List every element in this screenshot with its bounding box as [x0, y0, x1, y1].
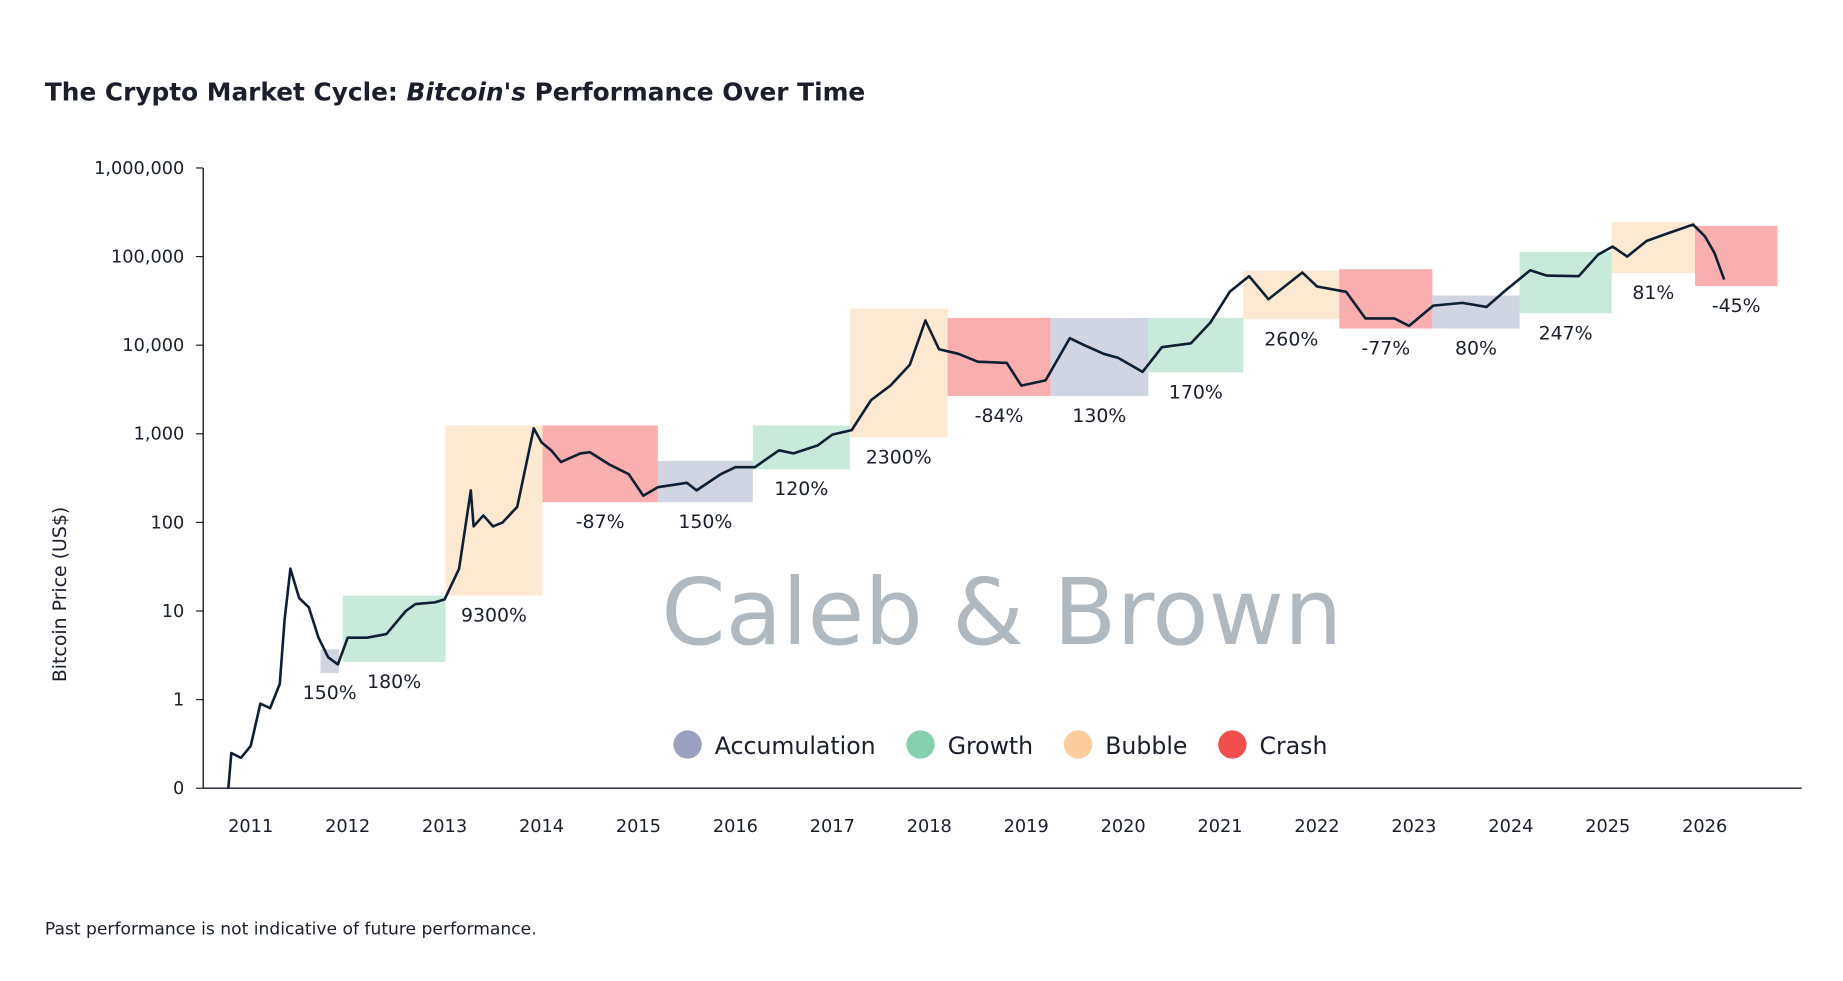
- y-tick-label: 1,000: [134, 425, 185, 445]
- phase-box: [1243, 270, 1340, 320]
- change-label: -77%: [1361, 338, 1410, 360]
- change-label: 81%: [1632, 282, 1674, 304]
- phase-box: [342, 595, 446, 662]
- phase-box: [752, 425, 850, 470]
- y-axis-label: Bitcoin Price (US$): [49, 507, 71, 682]
- x-tick-label: 2012: [325, 817, 370, 837]
- x-tick-label: 2021: [1197, 817, 1242, 837]
- change-label: -87%: [576, 511, 625, 533]
- axes: 0 1 10 100 1,000 10,000 100,000 1,000,000 2011 20…: [94, 159, 1802, 837]
- phase-box: [1519, 251, 1612, 314]
- y-tick-label: 1: [173, 691, 184, 711]
- line-layer: [227, 223, 1726, 789]
- title-part: Performance Over Time: [526, 78, 865, 107]
- legend-swatch: [673, 730, 702, 759]
- y-tick-label: 1,000,000: [94, 159, 184, 179]
- y-tick-label: 100,000: [111, 247, 184, 267]
- change-label: 150%: [678, 511, 732, 533]
- y-tick-label: 10,000: [122, 336, 184, 356]
- legend-swatch: [1063, 730, 1093, 759]
- x-tick-label: 2019: [1004, 817, 1049, 837]
- x-tick-label: 2018: [907, 817, 952, 837]
- y-tick-label: 10: [162, 602, 185, 622]
- title-part: Bitcoin's: [406, 78, 525, 107]
- x-tick-label: 2024: [1488, 817, 1533, 837]
- legend-label: Bubble: [1105, 732, 1187, 760]
- change-label: 2300%: [866, 446, 932, 468]
- change-label: -84%: [975, 405, 1024, 427]
- change-label: 120%: [774, 478, 828, 500]
- phase-box: [1611, 222, 1696, 274]
- x-tick-label: 2014: [519, 817, 564, 837]
- change-label: 170%: [1169, 381, 1223, 403]
- title-part: The Crypto Market Cycle:: [45, 78, 407, 107]
- legend-label: Growth: [948, 732, 1033, 760]
- change-label: 80%: [1455, 338, 1497, 360]
- phase-box: [1148, 317, 1244, 373]
- change-label: 150%: [303, 682, 357, 704]
- watermark: Caleb & Brown: [661, 558, 1342, 666]
- phase-box: [320, 649, 339, 673]
- change-label: -45%: [1712, 295, 1761, 317]
- change-label: 180%: [367, 671, 421, 693]
- phase-box: [445, 425, 543, 596]
- change-label: 130%: [1072, 405, 1126, 427]
- phase-box: [849, 308, 948, 438]
- x-tick-label: 2015: [616, 817, 661, 837]
- change-label: 247%: [1539, 322, 1593, 344]
- x-tick-label: 2011: [228, 817, 273, 837]
- y-tick-label: 100: [150, 513, 184, 533]
- footnote: Past performance is not indicative of fu…: [45, 920, 537, 940]
- x-tick-label: 2016: [713, 817, 758, 837]
- price-line: [227, 223, 1726, 789]
- phase-box: [1050, 317, 1149, 397]
- phase-box: [1432, 295, 1520, 329]
- x-tick-label: 2023: [1391, 817, 1436, 837]
- x-tick-label: 2020: [1101, 817, 1146, 837]
- x-tick-label: 2013: [422, 817, 467, 837]
- x-tick-label: 2026: [1682, 817, 1727, 837]
- change-label: 9300%: [461, 605, 527, 627]
- y-tick-label: 0: [173, 779, 184, 799]
- x-tick-label: 2022: [1294, 817, 1339, 837]
- legend-swatch: [906, 730, 935, 759]
- change-label: 260%: [1264, 328, 1318, 350]
- chart-title: The Crypto Market Cycle: Bitcoin's Perfo…: [45, 78, 865, 107]
- legend-label: Accumulation: [715, 732, 876, 760]
- phase-box: [1695, 225, 1778, 287]
- legend-swatch: [1218, 730, 1247, 759]
- legend-label: Crash: [1260, 732, 1328, 760]
- x-tick-label: 2025: [1585, 817, 1630, 837]
- x-tick-label: 2017: [810, 817, 855, 837]
